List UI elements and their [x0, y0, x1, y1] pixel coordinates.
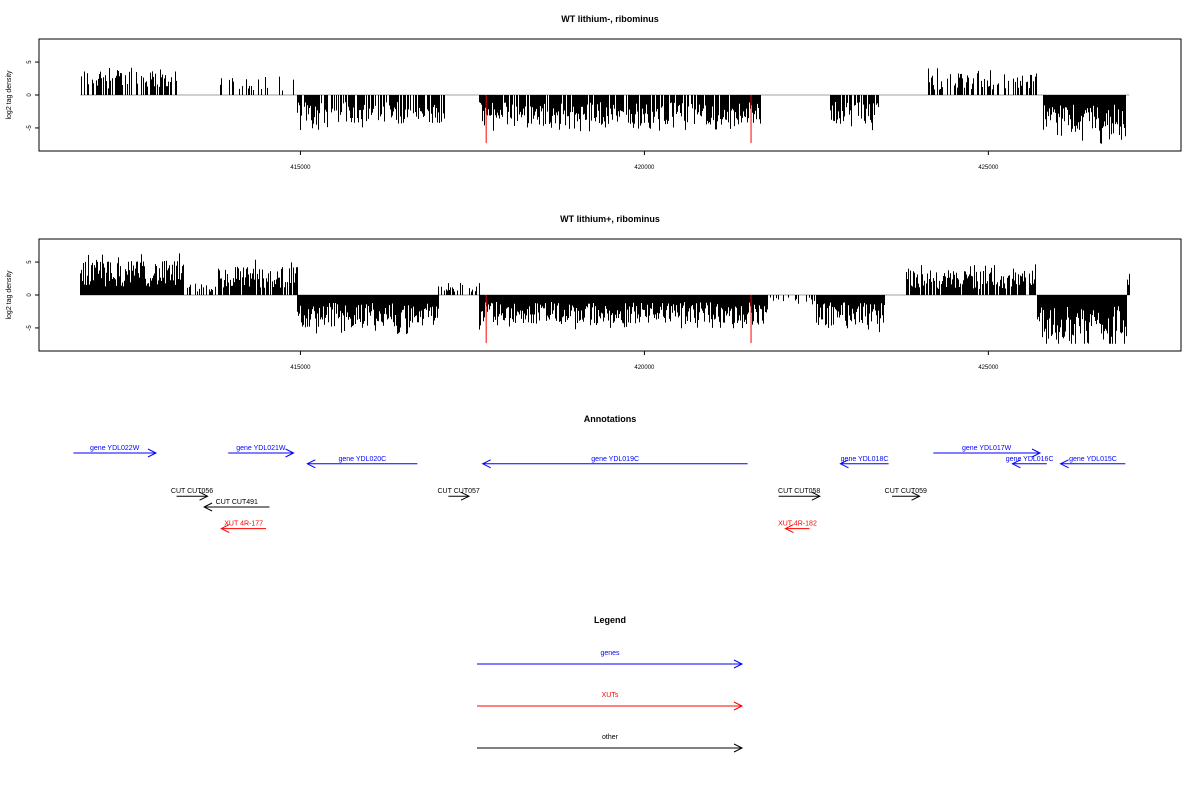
feature-label: gene YDL020C: [338, 456, 386, 463]
feature-arrow: [448, 491, 471, 501]
arrow-head: [202, 502, 213, 512]
feature-arrow: [306, 459, 418, 469]
y-tick-label: -5: [27, 325, 33, 331]
feature-arrow: [176, 491, 209, 501]
arrow-head: [733, 659, 744, 669]
feature-label: gene YDL018C: [841, 456, 889, 463]
legend-arrow: [477, 701, 744, 711]
x-tick-label: 415000: [290, 365, 311, 371]
x-tick-label: 425000: [978, 165, 999, 171]
chart-title: WT lithium-, ribominus: [561, 14, 659, 24]
bars-group: [80, 253, 1130, 344]
feature-label: CUT CUT058: [778, 488, 820, 495]
feature-arrow: [784, 524, 810, 534]
y-tick-label: 0: [27, 293, 33, 297]
arrow-head: [784, 524, 794, 534]
feature-label: gene YDL019C: [591, 456, 639, 463]
arrow-head: [733, 701, 744, 711]
x-tick-label: 420000: [634, 365, 655, 371]
arrow-head: [481, 459, 491, 469]
feature-label: CUT CUT491: [216, 499, 258, 506]
arrow-head: [199, 491, 209, 501]
feature-arrow: [933, 448, 1042, 458]
arrow-head: [733, 743, 744, 753]
arrow-head: [306, 459, 316, 469]
arrow-head: [285, 448, 295, 458]
legend-arrow: [477, 743, 744, 753]
legend-label: XUTs: [602, 692, 619, 699]
feature-label: gene YDL022W: [90, 445, 140, 452]
feature-arrow: [1011, 459, 1047, 469]
arrow-head: [811, 491, 821, 501]
feature-label: CUT CUT059: [885, 488, 927, 495]
legend-label: genes: [600, 650, 620, 657]
arrow-head: [1031, 448, 1042, 458]
arrow-head: [1059, 459, 1069, 469]
feature-label: CUT CUT057: [438, 488, 480, 495]
feature-arrow: [228, 448, 295, 458]
arrow-head: [911, 491, 921, 501]
feature-label: gene YDL015C: [1069, 456, 1117, 463]
feature-arrow: [839, 459, 889, 469]
legend-panel: Legend genes XUTs other: [477, 615, 744, 753]
feature-arrow: [202, 502, 270, 512]
arrow-head: [839, 459, 849, 469]
y-tick-label: 5: [27, 260, 33, 264]
y-tick-label: 0: [27, 93, 33, 97]
arrow-head: [1011, 459, 1021, 469]
feature-label: gene YDL021W: [236, 445, 286, 452]
feature-label: gene YDL016C: [1006, 456, 1054, 463]
legend-arrow: [477, 659, 744, 669]
feature-arrow: [892, 491, 921, 501]
feature-arrow: [220, 524, 267, 534]
feature-label: XUT 4R-177: [224, 521, 263, 528]
track-panel-2: WT lithium+, ribominus 415000 420000 425000…: [6, 214, 1182, 371]
feature-arrow: [1059, 459, 1126, 469]
feature-arrow: [778, 491, 821, 501]
bars-group: [81, 67, 1126, 144]
arrow-head: [147, 448, 158, 458]
y-axis-label: log2 tag density: [6, 70, 13, 120]
feature-label: CUT CUT056: [171, 488, 213, 495]
feature-label: gene YDL017W: [962, 445, 1012, 452]
legend-label: other: [602, 734, 619, 741]
feature-arrow: [73, 448, 158, 458]
x-tick-label: 415000: [290, 165, 311, 171]
x-tick-label: 420000: [634, 165, 655, 171]
y-axis-label: log2 tag density: [6, 270, 13, 320]
annotations-panel: Annotations gene YDL022W gene YDL021W gene …: [73, 414, 1126, 534]
chart-title: WT lithium+, ribominus: [560, 214, 660, 224]
feature-label: XUT 4R-182: [778, 521, 817, 528]
feature-arrow: [481, 459, 748, 469]
annotations-title: Annotations: [584, 414, 637, 424]
x-tick-label: 425000: [978, 365, 999, 371]
legend-title: Legend: [594, 615, 626, 625]
y-tick-label: -5: [27, 125, 33, 131]
arrow-head: [220, 524, 230, 534]
track-panel-1: WT lithium-, ribominus 415000 420000 425000…: [6, 14, 1182, 171]
arrow-head: [460, 491, 471, 501]
y-tick-label: 5: [27, 60, 33, 64]
